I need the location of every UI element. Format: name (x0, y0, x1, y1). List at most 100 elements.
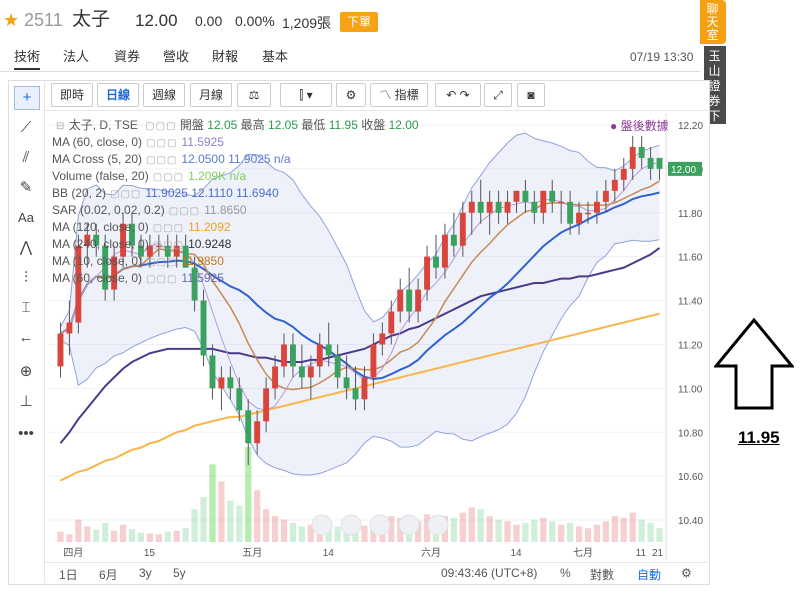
candle-body (370, 344, 377, 378)
order-button[interactable]: 下單 (340, 12, 378, 32)
volume-bar (486, 516, 493, 542)
measure-icon[interactable]: ⌶ (21, 299, 31, 316)
legend-indicator-row: MA (60, close, 0) ▢▢▢ 11.5925 (52, 134, 224, 152)
text-icon[interactable]: Aa (18, 210, 34, 225)
indicator-controls-icon[interactable]: ▢▢▢ (146, 274, 178, 285)
tab-basics[interactable]: 基本 (262, 49, 289, 64)
legend-indicator-row: MA (240, close, 0) ▢▢▢ 10.9248 (52, 236, 231, 254)
legend-indicator-row: Volume (false, 20) ▢▢▢ 1.209K n/a (52, 168, 246, 186)
ma240-line (59, 247, 661, 444)
volume-bar (656, 528, 663, 542)
scroll-control-button[interactable] (398, 514, 420, 536)
indicators-button[interactable]: 〽 指標 (370, 83, 428, 107)
volume-bar (66, 534, 73, 542)
indicator-label: MA (10, close, 0) (52, 254, 143, 268)
indicator-controls-icon[interactable]: ▢▢▢ (152, 223, 185, 234)
volume-bar (128, 529, 136, 542)
candle-body (602, 190, 609, 202)
broker-order-label: 玉山證券下單 (708, 49, 721, 138)
tab-revenue[interactable]: 營收 (163, 49, 190, 64)
volume-bar (504, 521, 511, 542)
high-label: 最高 (240, 118, 265, 132)
chart-type-icon[interactable]: ⫿ ▾ (280, 83, 332, 107)
indicator-label: MA (60, close, 0) (52, 271, 143, 285)
tab-margin[interactable]: 資券 (114, 49, 141, 64)
zoom-icon[interactable]: ⊕ (19, 363, 33, 380)
volume-bar (164, 531, 171, 542)
favorite-star-icon[interactable]: ★ (3, 10, 20, 30)
brush-icon[interactable]: ✎ (19, 179, 33, 196)
compare-icon[interactable]: ⚖ (237, 83, 271, 107)
indicator-controls-icon[interactable]: ▢▢▢ (110, 189, 142, 200)
volume-bar (200, 497, 207, 542)
indicator-controls-icon[interactable]: ▢▢▢ (146, 257, 178, 268)
volume-bar (343, 527, 350, 542)
range-3y[interactable]: 3y (139, 566, 152, 580)
chat-room-label: 聊天室 (706, 2, 719, 42)
candle-body (75, 245, 82, 323)
log-toggle[interactable]: 對數 (590, 568, 615, 582)
volume-bar (334, 526, 341, 542)
indicator-controls-icon[interactable]: ▢▢▢ (152, 172, 185, 183)
volume-bar (262, 509, 270, 542)
fib-icon[interactable]: ⫶ (24, 269, 28, 286)
ma120-line (60, 312, 660, 482)
candle-body (200, 300, 207, 356)
more-icon[interactable]: ••• (18, 425, 34, 442)
period-daily[interactable]: 日線 (97, 83, 139, 107)
price-chart[interactable]: 12.20 12.00 11.80 11.60 11.40 11.20 11.00 10.80… (46, 112, 708, 562)
trend-line-icon[interactable]: ⟋ (20, 119, 32, 136)
volume-bar (450, 517, 458, 542)
indicator-controls-icon[interactable]: ▢▢▢ (168, 206, 201, 217)
after-hours-label: 盤後數據 (620, 119, 669, 133)
x-tick-label: 四月 (63, 547, 83, 559)
settings-gear-icon[interactable]: ⚙ (336, 83, 366, 107)
chart-bottom-bar: 1日 6月 3y 5y 09:43:46 (UTC+8) % 對數 自動 ⚙ (45, 562, 708, 583)
indicator-label: BB (20, 2) (52, 186, 107, 200)
tab-institutional[interactable]: 法人 (63, 49, 90, 64)
pattern-icon[interactable]: ⋀ (19, 239, 33, 256)
chat-room-button[interactable]: 聊天室 (700, 0, 726, 44)
auto-toggle[interactable]: 自動 (637, 568, 662, 582)
candle-body (334, 355, 341, 378)
period-weekly[interactable]: 週線 (143, 83, 185, 107)
volume-bar (119, 524, 127, 542)
x-tick-label: 14 (323, 548, 335, 559)
indicator-controls-icon[interactable]: ▢▢▢ (146, 138, 178, 149)
bollinger-lower-line (60, 239, 660, 476)
range-1d[interactable]: 1日 (59, 568, 78, 582)
scroll-control-button[interactable] (311, 514, 333, 536)
candle-body (629, 146, 636, 169)
range-5y[interactable]: 5y (173, 566, 186, 580)
scroll-control-button[interactable] (369, 514, 391, 536)
volume-bar (566, 523, 574, 542)
arrow-left-icon[interactable]: ← (18, 329, 34, 346)
range-6m[interactable]: 6月 (99, 568, 118, 582)
after-hours-link[interactable]: ● 盤後數據 (610, 119, 669, 133)
volume-bar (110, 530, 118, 542)
crosshair-icon[interactable]: + (14, 86, 40, 110)
scroll-control-button[interactable] (340, 514, 362, 536)
indicator-controls-icon[interactable]: ▢▢▢ (146, 155, 178, 166)
candle-body (343, 377, 350, 389)
clock: 09:43:46 (UTC+8) (441, 566, 538, 580)
scroll-control-button[interactable] (427, 514, 449, 536)
ruler-icon[interactable]: ⊥ (19, 393, 33, 410)
candle-body (155, 245, 162, 248)
indicator-label: SAR (0.02, 0.02, 0.2) (52, 203, 165, 217)
fullscreen-icon[interactable]: ⤢ (484, 83, 512, 107)
collapse-icon[interactable]: ⊟ (56, 121, 66, 132)
fork-icon[interactable]: ⫽ (22, 149, 30, 166)
candle-body (263, 388, 270, 422)
camera-icon[interactable]: ◙ (517, 83, 545, 107)
chart-settings-gear-icon[interactable]: ⚙ (681, 566, 692, 580)
up-arrow-annotation (714, 318, 794, 410)
ma20-line (59, 191, 660, 381)
period-monthly[interactable]: 月線 (190, 83, 232, 107)
indicator-controls-icon[interactable]: ▢▢▢ (152, 240, 185, 251)
tab-technical[interactable]: 技術 (14, 47, 41, 70)
undo-redo-icon[interactable]: ↶ ↷ (435, 83, 481, 107)
period-realtime[interactable]: 即時 (51, 83, 93, 107)
percent-toggle[interactable]: % (560, 566, 571, 580)
tab-financials[interactable]: 財報 (212, 49, 239, 64)
